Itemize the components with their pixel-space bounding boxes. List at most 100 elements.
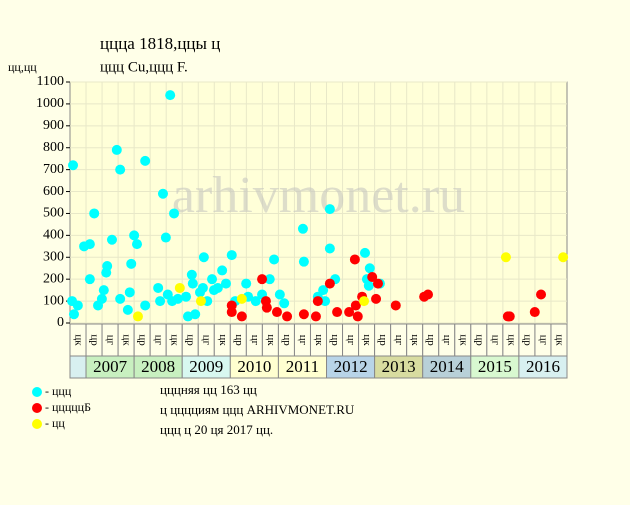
- period-label: цр: [377, 334, 389, 346]
- point: [115, 293, 126, 304]
- year-label: 2007: [93, 357, 128, 376]
- point: [106, 234, 117, 245]
- period-label: цк: [169, 334, 181, 346]
- point: [132, 239, 143, 250]
- period-label: цр: [329, 334, 341, 346]
- point: [169, 208, 180, 219]
- period-label: цг: [153, 335, 165, 346]
- year-label: 2015: [478, 357, 512, 376]
- point: [279, 298, 290, 309]
- point: [84, 239, 95, 250]
- y-tick-label: 700: [43, 162, 64, 177]
- legend-marker: [32, 387, 42, 397]
- period-label: цр: [281, 334, 293, 346]
- point: [212, 282, 223, 293]
- point: [226, 307, 237, 318]
- point: [364, 263, 375, 274]
- period-label: цг: [201, 335, 213, 346]
- point: [536, 289, 547, 300]
- point: [363, 280, 374, 291]
- y-tick-label: 500: [43, 206, 64, 221]
- point: [261, 302, 272, 313]
- period-label: цр: [473, 334, 485, 346]
- period-label: цр: [185, 334, 197, 346]
- y-tick-label: 400: [43, 228, 64, 243]
- point: [349, 254, 360, 265]
- point: [320, 296, 331, 307]
- point: [359, 296, 370, 307]
- point: [236, 311, 247, 322]
- y-tick-label: 0: [57, 315, 64, 330]
- year-label: 2016: [526, 357, 560, 376]
- point: [187, 278, 198, 289]
- period-label: цг: [105, 335, 117, 346]
- period-label: цр: [89, 334, 101, 346]
- point: [220, 278, 231, 289]
- period-label: цг: [345, 335, 357, 346]
- point: [207, 274, 218, 285]
- point: [198, 252, 209, 263]
- point: [500, 252, 511, 263]
- period-label: цк: [72, 334, 84, 346]
- y-tick-label: 900: [43, 118, 64, 133]
- point: [155, 296, 166, 307]
- year-cell: [518, 355, 568, 379]
- point: [264, 274, 275, 285]
- point: [298, 309, 309, 320]
- point: [352, 311, 363, 322]
- period-label: цк: [313, 334, 325, 346]
- point: [122, 304, 133, 315]
- point: [129, 230, 140, 241]
- plot-area: [69, 81, 568, 324]
- point: [68, 309, 79, 320]
- period-label: цр: [233, 334, 245, 346]
- point: [298, 256, 309, 267]
- point: [236, 293, 247, 304]
- point: [371, 293, 382, 304]
- point: [140, 300, 151, 311]
- point: [160, 232, 171, 243]
- period-label: цг: [393, 335, 405, 346]
- point: [529, 307, 540, 318]
- period-label: цг: [297, 335, 309, 346]
- note: ццц ц 20 ця 2017 цц.: [160, 422, 273, 437]
- year-label: 2011: [286, 357, 319, 376]
- year-label: 2013: [382, 357, 416, 376]
- point: [124, 287, 135, 298]
- point: [324, 204, 335, 215]
- year-label: 2014: [430, 357, 465, 376]
- chart-subtitle: ццц Cu,ццц F.: [100, 59, 188, 75]
- point: [140, 155, 151, 166]
- point: [241, 278, 252, 289]
- period-label: цк: [361, 334, 373, 346]
- point: [271, 307, 282, 318]
- point: [390, 300, 401, 311]
- point: [84, 274, 95, 285]
- point: [157, 188, 168, 199]
- chart-title: ццца 1818,ццы ц: [100, 34, 220, 53]
- point: [372, 278, 383, 289]
- watermark: arhivmonet.ru: [172, 167, 465, 224]
- legend-label: - ццц: [45, 384, 72, 398]
- point: [558, 252, 569, 263]
- year-label: 2010: [237, 357, 271, 376]
- period-label: цр: [521, 334, 533, 346]
- point: [422, 289, 433, 300]
- point: [257, 274, 268, 285]
- point: [186, 269, 197, 280]
- point: [165, 90, 176, 101]
- period-label: цк: [409, 334, 421, 346]
- y-tick-label: 200: [43, 271, 64, 286]
- y-tick-label: 1000: [36, 96, 64, 111]
- point: [132, 311, 143, 322]
- point: [111, 144, 122, 155]
- point: [153, 282, 164, 293]
- period-label: цк: [457, 334, 469, 346]
- year-label: 2009: [189, 357, 223, 376]
- point: [172, 293, 183, 304]
- point: [269, 254, 280, 265]
- period-label: цр: [425, 334, 437, 346]
- legend-marker: [32, 403, 42, 413]
- year-cell-lead: [69, 355, 87, 379]
